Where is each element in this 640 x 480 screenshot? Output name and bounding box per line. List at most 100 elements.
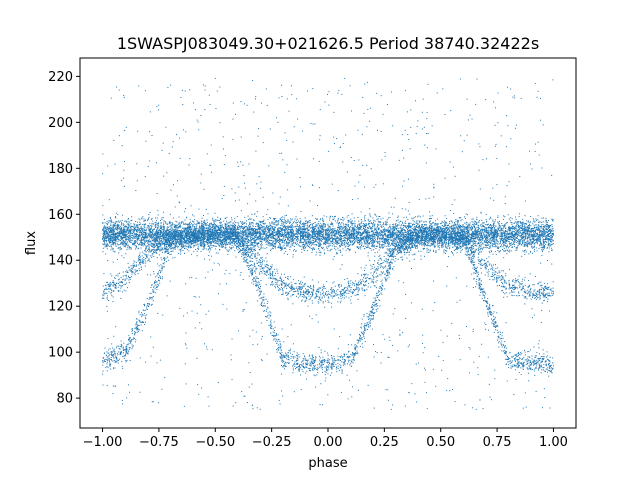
data-point: [417, 226, 419, 228]
data-point: [521, 222, 523, 224]
data-point: [471, 224, 473, 226]
data-point: [511, 222, 513, 224]
data-point: [500, 244, 502, 246]
data-point: [295, 222, 297, 224]
data-point: [256, 238, 258, 240]
data-point: [178, 216, 180, 218]
data-point: [419, 221, 421, 223]
data-point: [292, 234, 294, 236]
data-point: [301, 241, 303, 243]
data-point: [489, 232, 491, 234]
data-point: [288, 220, 290, 222]
data-point: [386, 242, 388, 244]
data-point: [366, 225, 368, 227]
data-point: [151, 220, 153, 222]
data-point: [144, 249, 146, 251]
data-point: [236, 222, 238, 224]
data-point: [481, 247, 483, 249]
data-point: [270, 227, 272, 229]
data-point: [323, 242, 325, 244]
data-point: [144, 225, 146, 227]
data-point: [552, 230, 554, 232]
data-point: [473, 243, 475, 245]
data-point: [492, 231, 494, 233]
data-point: [473, 231, 475, 233]
data-point: [125, 253, 127, 255]
data-point: [374, 235, 376, 237]
data-point: [384, 232, 386, 234]
data-point: [384, 240, 386, 242]
data-point: [104, 239, 106, 241]
data-point: [138, 235, 140, 237]
data-point: [344, 229, 346, 231]
data-point: [390, 227, 392, 229]
data-point: [509, 239, 511, 241]
data-point: [469, 234, 471, 236]
data-point: [511, 243, 513, 245]
data-point: [312, 248, 314, 250]
data-point: [400, 235, 402, 237]
data-point: [490, 249, 492, 251]
data-point: [102, 247, 104, 249]
data-point: [155, 222, 157, 224]
data-point: [345, 229, 347, 231]
data-point: [215, 242, 217, 244]
data-point: [151, 225, 153, 227]
data-point: [518, 240, 520, 242]
data-point: [478, 241, 480, 243]
data-point: [145, 245, 147, 247]
data-point: [151, 231, 153, 232]
data-point: [322, 228, 324, 230]
data-point: [503, 242, 505, 244]
data-point: [433, 237, 435, 239]
data-point: [160, 228, 162, 230]
data-point: [338, 239, 340, 241]
data-point: [263, 219, 265, 221]
data-point: [243, 222, 245, 224]
data-point: [339, 245, 341, 247]
data-point: [141, 224, 143, 226]
data-point: [125, 231, 127, 233]
data-point: [315, 235, 317, 237]
data-point: [345, 238, 347, 240]
data-point: [289, 233, 291, 235]
data-point: [351, 240, 353, 242]
data-point: [488, 240, 490, 242]
data-point: [464, 230, 466, 232]
data-point: [498, 233, 500, 235]
data-point: [329, 234, 331, 236]
data-point: [114, 222, 116, 224]
data-point: [266, 239, 268, 241]
data-point: [105, 241, 107, 243]
data-point: [473, 220, 475, 222]
data-point: [166, 234, 168, 236]
data-point: [368, 233, 370, 235]
data-point: [445, 249, 447, 251]
data-point: [212, 225, 213, 227]
data-point: [441, 220, 443, 222]
data-point: [516, 240, 518, 241]
data-point: [266, 232, 268, 234]
data-point: [242, 226, 244, 228]
data-point: [346, 216, 348, 218]
data-point: [233, 232, 235, 234]
data-point: [347, 233, 349, 235]
data-point: [209, 246, 211, 248]
data-point: [373, 219, 375, 221]
data-point: [151, 232, 153, 234]
data-point: [347, 222, 349, 224]
data-point: [397, 215, 399, 217]
data-point: [241, 222, 243, 224]
data-point: [359, 223, 361, 225]
data-point: [480, 237, 482, 239]
data-point: [215, 241, 217, 243]
data-point: [341, 230, 343, 232]
data-point: [252, 239, 254, 241]
data-point: [151, 245, 153, 247]
data-point: [148, 243, 150, 245]
data-point: [303, 223, 305, 225]
data-point: [512, 232, 514, 234]
data-point: [217, 229, 219, 231]
data-point: [226, 226, 228, 228]
data-point: [511, 230, 513, 232]
